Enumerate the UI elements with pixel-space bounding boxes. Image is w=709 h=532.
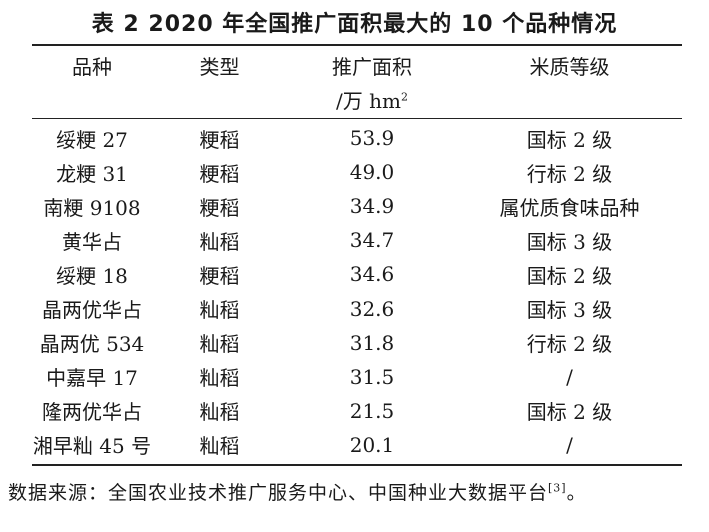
cell-type: 籼稻 (199, 229, 240, 254)
cell-variety: 黄华占 (62, 229, 122, 254)
cell-type: 粳稻 (199, 127, 240, 152)
footnote-text: 数据来源：全国农业技术推广服务中心、中国种业大数据平台 (8, 482, 549, 504)
header-variety: 品种 (72, 54, 112, 79)
header-rule (32, 118, 682, 119)
header-area-unit: /万 hm2 (287, 82, 457, 116)
cell-quality: 属优质食味品种 (499, 195, 640, 220)
cell-variety: 龙粳 31 (56, 161, 128, 186)
cell-quality: 国标 2 级 (526, 400, 613, 425)
header-type: 类型 (199, 54, 240, 79)
cell-quality: 行标 2 级 (526, 332, 613, 357)
cell-type: 籼稻 (199, 366, 240, 391)
cell-area: 53.9 (349, 126, 395, 151)
cell-area: 34.9 (349, 194, 395, 219)
table-body: 绥粳 27 粳稻 53.9 国标 2 级龙粳 31 粳稻 49.0 行标 2 级南粳 910… (32, 121, 682, 462)
table-row: 晶两优 534 籼稻 31.8 行标 2 级 (32, 326, 682, 360)
cell-type: 粳稻 (199, 161, 240, 186)
cell-area: 34.6 (349, 262, 395, 287)
table-title: 表 2 2020 年全国推广面积最大的 10 个品种情况 (91, 12, 618, 37)
table-row: 隆两优华占 籼稻 21.5 国标 2 级 (32, 394, 682, 428)
area-unit-text: /万 hm (336, 88, 401, 113)
table-row: 黄华占 籼稻 34.7 国标 3 级 (32, 223, 682, 257)
cell-variety: 晶两优 534 (39, 332, 145, 357)
cell-area: 32.6 (349, 296, 395, 321)
cell-variety: 晶两优华占 (42, 298, 142, 323)
cell-variety: 湘早籼 45 号 (32, 434, 152, 459)
table-row: 晶两优华占 籼稻 32.6 国标 3 级 (32, 291, 682, 325)
footnote: 数据来源：全国农业技术推广服务中心、中国种业大数据平台[3]。 (8, 478, 708, 505)
table-row: 南粳 9108 粳稻 34.9 属优质食味品种 (32, 189, 682, 223)
cell-type: 粳稻 (199, 195, 240, 220)
cell-area: 49.0 (349, 160, 395, 185)
table-row: 湘早籼 45 号 籼稻 20.1 / (32, 428, 682, 462)
cell-quality: 国标 3 级 (526, 298, 613, 323)
cell-area: 34.7 (349, 228, 395, 253)
area-unit-superscript: 2 (400, 89, 408, 103)
cell-type: 籼稻 (199, 298, 240, 323)
table-row: 中嘉早 17 籼稻 31.5 / (32, 360, 682, 394)
cell-type: 籼稻 (199, 434, 240, 459)
bottom-rule (32, 464, 682, 466)
header-area: 推广面积 (332, 54, 412, 79)
cell-variety: 中嘉早 17 (46, 366, 138, 391)
table-row: 龙粳 31 粳稻 49.0 行标 2 级 (32, 155, 682, 189)
cell-quality: 行标 2 级 (526, 161, 613, 186)
cell-area: 31.8 (349, 330, 395, 355)
table-row: 绥粳 27 粳稻 53.9 国标 2 级 (32, 121, 682, 155)
cell-quality: / (566, 432, 573, 457)
footnote-reference: [3] (548, 481, 567, 495)
header-quality: 米质等级 (529, 54, 610, 79)
cell-type: 粳稻 (199, 263, 240, 288)
table-header: 品种 类型 推广面积 米质等级 /万 hm2 (32, 48, 682, 116)
cell-area: 21.5 (349, 398, 395, 423)
cell-area: 20.1 (349, 432, 395, 457)
cell-variety: 绥粳 18 (56, 263, 128, 288)
cell-quality: 国标 3 级 (526, 229, 613, 254)
cell-variety: 南粳 9108 (43, 195, 141, 220)
cell-variety: 隆两优华占 (42, 400, 142, 425)
cell-type: 籼稻 (199, 332, 240, 357)
cell-type: 籼稻 (199, 400, 240, 425)
top-rule (32, 44, 682, 46)
footnote-end: 。 (566, 482, 587, 504)
cell-quality: 国标 2 级 (526, 127, 613, 152)
cell-variety: 绥粳 27 (56, 127, 128, 152)
cell-quality: / (566, 364, 573, 389)
table-row: 绥粳 18 粳稻 34.6 国标 2 级 (32, 257, 682, 291)
cell-area: 31.5 (349, 364, 395, 389)
cell-quality: 国标 2 级 (526, 263, 613, 288)
